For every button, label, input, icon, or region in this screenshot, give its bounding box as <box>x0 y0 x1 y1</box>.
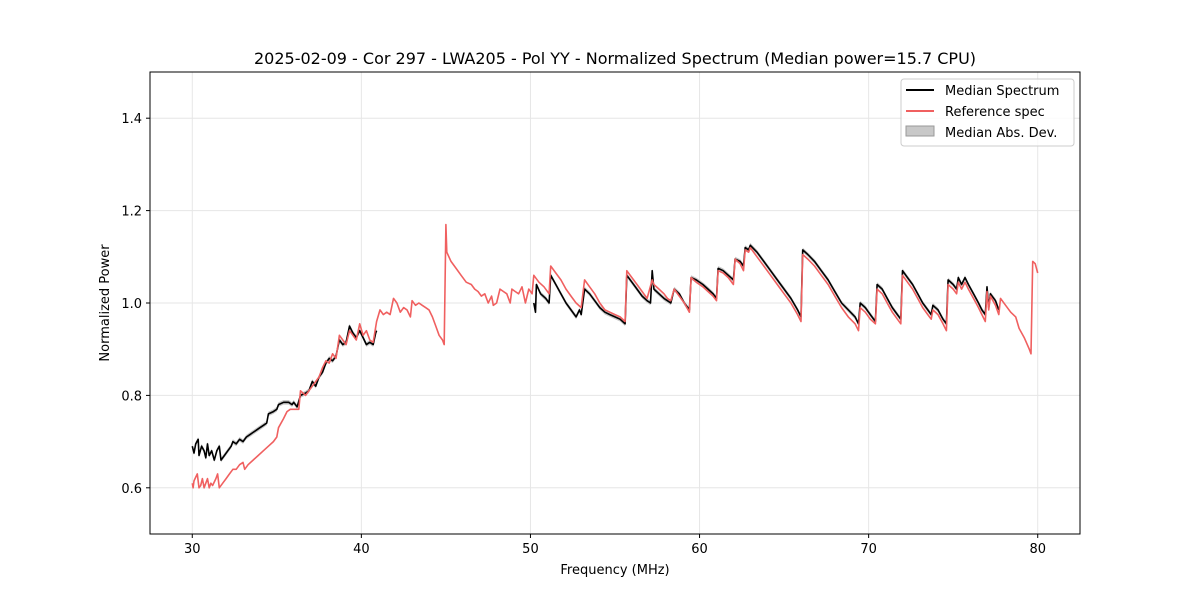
series-lines <box>191 223 1039 489</box>
grid-lines <box>150 72 1080 534</box>
mad-band-segment-1 <box>533 242 999 327</box>
legend-mad-label: Median Abs. Dev. <box>945 126 1057 141</box>
legend: Median Spectrum Reference spec Median Ab… <box>900 78 1075 147</box>
y-tick-label: 0.8 <box>121 389 142 404</box>
x-tick-label: 50 <box>522 542 539 557</box>
legend-mad-swatch <box>905 125 935 137</box>
y-tick-label: 1.0 <box>121 297 142 312</box>
x-tick-label: 30 <box>184 542 201 557</box>
x-axis-label: Frequency (MHz) <box>560 563 669 578</box>
x-tick-label: 40 <box>353 542 370 557</box>
x-axis-ticks: 30 40 50 60 70 80 <box>184 534 1046 557</box>
y-tick-label: 1.2 <box>121 205 142 220</box>
median-spectrum-line-0 <box>191 325 378 461</box>
reference-spec-line <box>191 223 1039 489</box>
y-tick-label: 1.4 <box>121 112 142 127</box>
x-tick-label: 60 <box>691 542 708 557</box>
x-tick-label: 70 <box>860 542 877 557</box>
y-tick-label: 0.6 <box>121 482 142 497</box>
median-spectrum-line-1 <box>533 244 1000 325</box>
legend-box <box>900 78 1075 147</box>
legend-reference-label: Reference spec <box>945 105 1045 120</box>
y-axis-ticks: 0.6 0.8 1.0 1.2 1.4 <box>121 112 150 497</box>
mad-band-segment-0 <box>192 323 377 463</box>
median-abs-dev-band <box>192 242 999 463</box>
legend-median-label: Median Spectrum <box>945 84 1059 99</box>
chart-title: 2025-02-09 - Cor 297 - LWA205 - Pol YY -… <box>254 49 976 68</box>
x-tick-label: 80 <box>1029 542 1046 557</box>
y-axis-label: Normalized Power <box>98 244 113 362</box>
